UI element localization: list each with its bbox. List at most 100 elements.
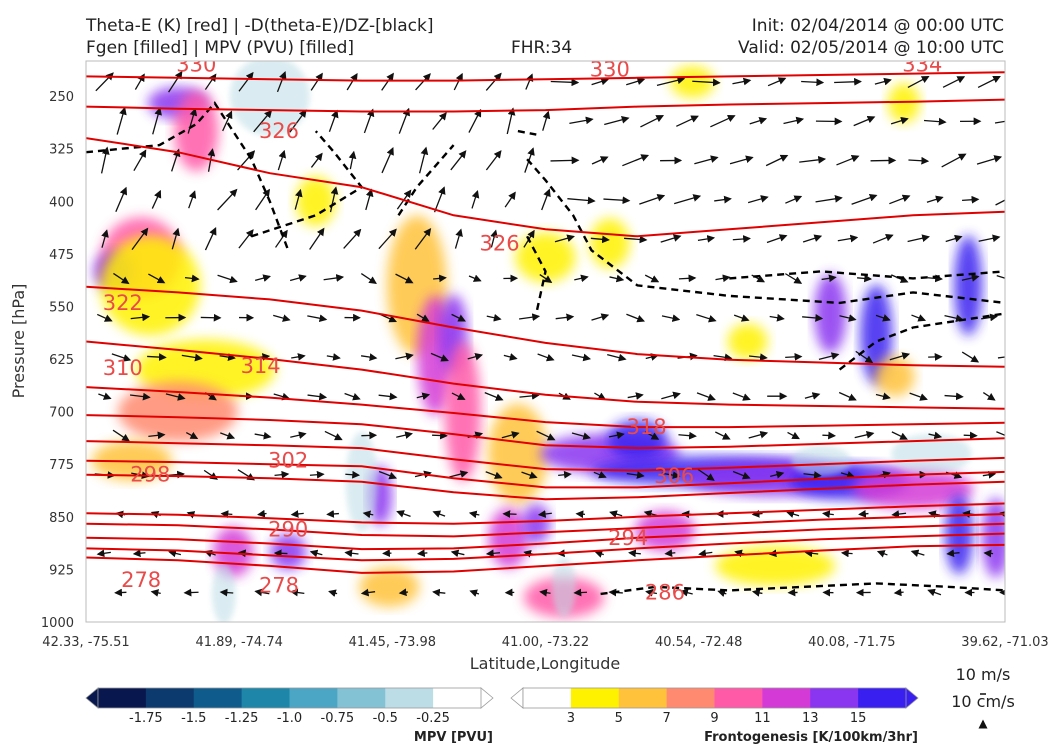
colorbar-extend-right	[905, 687, 919, 709]
ddz-contour	[729, 270, 1005, 280]
wind-vector	[591, 77, 610, 86]
wind-vector	[569, 116, 594, 125]
wind-vector	[696, 314, 717, 323]
y-tick-label: 325	[49, 143, 74, 158]
wind-vector	[416, 392, 431, 401]
wind-vector	[519, 313, 541, 322]
wind-vector	[432, 112, 447, 130]
wind-vector	[661, 471, 681, 479]
wind-vector	[132, 549, 146, 558]
wind-vector	[715, 274, 731, 283]
wind-vector	[490, 229, 498, 248]
wind-vector	[729, 155, 754, 165]
wind-vector	[946, 549, 960, 558]
colorbar-segment	[570, 688, 620, 708]
x-tick-label: 42.33, -75.51	[42, 635, 129, 650]
wind-vector	[537, 353, 555, 362]
wind-vector	[550, 78, 580, 87]
theta-e-contour-298	[86, 473, 1005, 501]
wind-vector	[995, 199, 1005, 206]
ddz-contour	[526, 235, 547, 314]
wind-vector	[554, 234, 575, 243]
wind-vectors	[94, 70, 1005, 597]
wind-vector	[694, 155, 719, 165]
wind-vector	[416, 549, 428, 557]
wind-vector	[766, 234, 788, 244]
wind-vector	[872, 234, 894, 244]
wind-vector	[416, 313, 430, 322]
wind-vector	[853, 115, 876, 127]
wind-vector	[485, 150, 502, 171]
wind-vector	[360, 353, 378, 361]
wind-vector	[343, 228, 362, 249]
colorbar-extend-right	[480, 687, 494, 709]
y-axis-label: Pressure [hPa]	[9, 284, 28, 399]
wind-vector	[997, 356, 1005, 359]
wind-vector	[961, 351, 980, 363]
wind-vector	[822, 431, 837, 440]
wind-vector	[927, 588, 942, 597]
wind-vector	[432, 431, 448, 440]
wind-vector	[275, 229, 288, 248]
contour-label: 314	[241, 354, 281, 378]
wind-vector	[504, 191, 516, 208]
wind-vector	[609, 274, 625, 283]
colorbar-tick-label: -0.5	[373, 711, 398, 726]
wind-vector	[381, 72, 394, 91]
wind-vector	[309, 227, 325, 250]
y-tick-label: 475	[49, 248, 74, 263]
title-left-line2: Fgen [filled] | MPV (PVU) [filled]	[86, 38, 355, 58]
wind-vector	[115, 186, 128, 213]
wind-vector	[591, 313, 610, 321]
wind-vector	[133, 149, 147, 172]
wind-vector	[521, 471, 538, 479]
colorbar-segment	[337, 688, 386, 708]
title-right-line1: Init: 02/04/2014 @ 00:00 UTC	[751, 16, 1004, 36]
wind-vector	[911, 314, 927, 322]
wind-vector	[112, 429, 130, 442]
y-tick-label: 1000	[41, 616, 74, 631]
wind-vector	[696, 392, 716, 401]
colorbar-tick-label: -1.0	[277, 711, 302, 726]
wind-vector	[344, 392, 361, 401]
wind-vector	[274, 470, 290, 479]
wind-vector	[785, 273, 803, 284]
wind-vector	[661, 391, 681, 400]
wind-vector	[889, 352, 911, 361]
y-tick-label: 625	[49, 353, 74, 368]
fgen-colorbar-label: Frontogenesis [K/100km/3hr]	[704, 730, 918, 745]
colorbar-tick-label: 13	[802, 711, 819, 726]
wind-vector	[851, 193, 878, 205]
wind-vector	[536, 430, 556, 441]
wind-vector	[310, 152, 323, 168]
wind-vector	[273, 314, 291, 322]
wind-vector	[607, 353, 627, 362]
wind-vector	[541, 188, 551, 211]
wind-vector	[603, 196, 631, 205]
ddz-contour	[517, 129, 537, 136]
wind-vector	[148, 431, 166, 440]
wind-vector	[834, 77, 862, 86]
wind-vector	[876, 550, 888, 558]
wind-vector	[277, 149, 287, 171]
colorbar-extend-left	[85, 687, 99, 709]
wind-vector	[539, 588, 551, 597]
wind-vector	[982, 470, 997, 479]
wind-vector	[326, 353, 341, 361]
wind-vector	[573, 588, 588, 597]
wind-vector	[329, 186, 339, 213]
wind-vector	[840, 549, 853, 558]
wind-vector	[381, 147, 394, 174]
wind-vector	[909, 392, 928, 401]
theta-e-contour-334	[86, 71, 1005, 82]
ddz-contour	[86, 101, 290, 251]
wind-vector	[857, 274, 873, 283]
wind-vector	[839, 314, 857, 322]
wind-vector	[219, 588, 234, 597]
title-center: FHR:34	[511, 38, 573, 58]
wind-vector	[222, 110, 233, 132]
wind-vector	[183, 588, 199, 597]
contour-label: 326	[480, 231, 520, 255]
wind-vector	[506, 107, 516, 135]
wind-vector	[717, 589, 727, 597]
